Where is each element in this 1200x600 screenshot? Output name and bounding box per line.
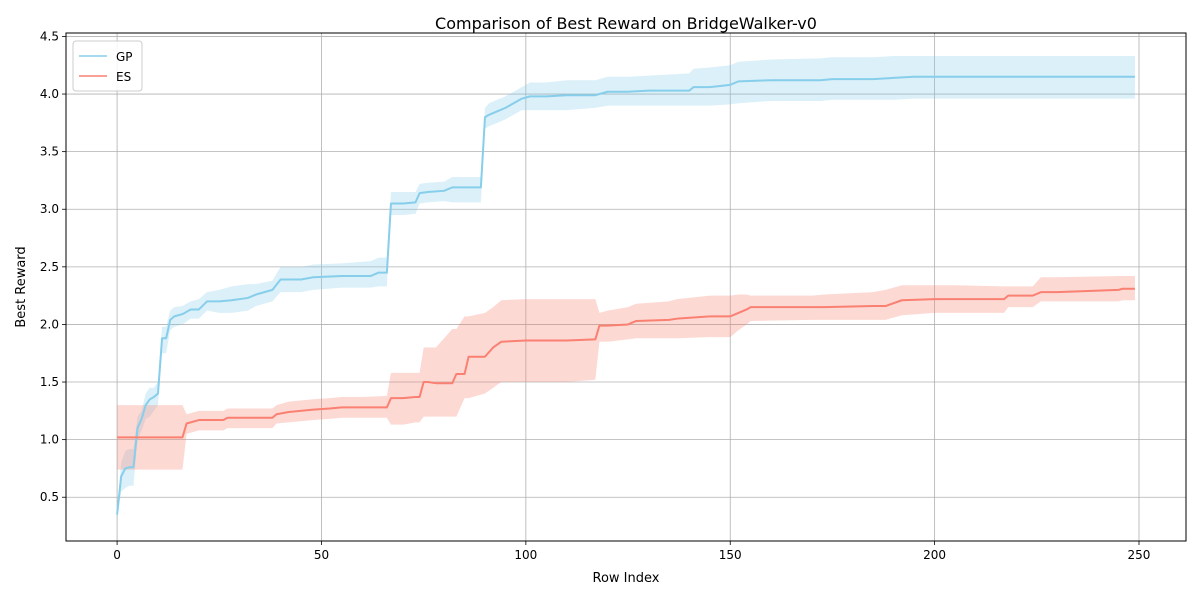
x-tick-label: 200	[923, 548, 946, 562]
y-tick-label: 2.0	[40, 317, 59, 331]
y-tick-label: 1.5	[40, 375, 59, 389]
series-line-es	[117, 287, 1135, 439]
legend-label-es: ES	[116, 70, 131, 84]
y-tick-label: 1.0	[40, 433, 59, 447]
series-line-gp	[116, 75, 1135, 515]
legend-box	[72, 40, 143, 92]
y-tick-label: 4.0	[40, 87, 59, 101]
y-tick-label: 3.0	[40, 202, 59, 216]
x-axis-label: Row Index	[593, 571, 660, 586]
plot-frame	[65, 32, 1187, 542]
y-tick-label: 0.5	[40, 490, 59, 504]
legend-label-gp: GP	[116, 50, 133, 64]
legend: GP ES	[72, 40, 143, 92]
y-axis-label: Best Reward	[14, 246, 29, 327]
y-tick-label: 3.5	[40, 145, 59, 159]
chart-title: Comparison of Best Reward on BridgeWalke…	[435, 14, 817, 33]
x-tick-label: 150	[719, 548, 742, 562]
x-tick-label: 0	[113, 548, 121, 562]
band-gp	[117, 56, 1135, 521]
y-tick-label: 2.5	[40, 260, 59, 274]
x-tick-label: 250	[1128, 548, 1151, 562]
ticks: 0 50 100 150 200 250 0.5 1.0 1.5 2.0 2.5 3.0 3.5 4.0 4…	[40, 29, 1151, 562]
x-tick-label: 100	[514, 548, 537, 562]
y-tick-label: 4.5	[40, 29, 59, 43]
series-lines	[116, 75, 1135, 515]
x-tick-label: 50	[314, 548, 329, 562]
